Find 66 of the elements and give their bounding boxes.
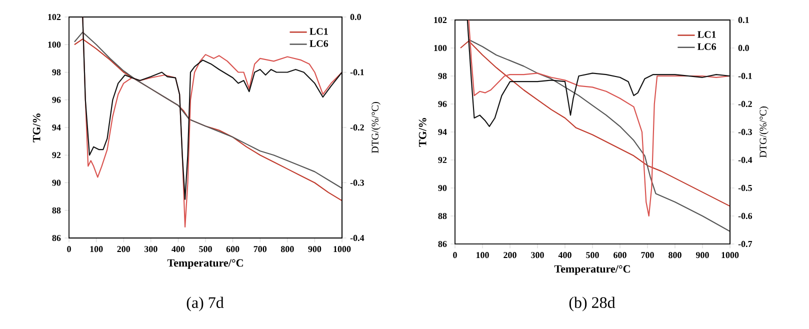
y2-tick-label: -0.4 xyxy=(350,234,364,242)
y2-tick-label: -0.1 xyxy=(738,72,752,80)
y-tick-label: 100 xyxy=(434,44,447,52)
y2-tick-label: -0.1 xyxy=(350,69,364,76)
y-tick-label: 90 xyxy=(438,184,447,192)
y-axis-title: TG/% xyxy=(32,114,40,142)
y2-tick-label: -0.2 xyxy=(350,124,364,131)
y-tick-label: 96 xyxy=(438,100,447,108)
legend-label: LC6 xyxy=(310,40,328,47)
x-tick-label: 500 xyxy=(199,246,212,252)
x-tick-label: 1000 xyxy=(722,252,739,258)
y-tick-label: 98 xyxy=(52,69,61,76)
text: (b) 28d xyxy=(569,296,616,312)
x-tick-label: 900 xyxy=(308,246,322,252)
x-tick-label: 400 xyxy=(172,246,185,252)
x-tick-label: 200 xyxy=(117,246,130,252)
y2-axis-title: DTG/(%/°C) xyxy=(371,102,380,154)
y-tick-label: 96 xyxy=(52,96,61,103)
y2-tick-label: -0.7 xyxy=(738,240,752,248)
x-tick-label: 300 xyxy=(531,252,544,258)
x-tick-label: 600 xyxy=(614,252,626,258)
y-tick-label: 88 xyxy=(52,207,61,214)
y-tick-label: 94 xyxy=(52,124,61,131)
x-tick-label: 800 xyxy=(280,246,294,252)
y-tick-label: 88 xyxy=(438,212,447,220)
y-tick-label: 100 xyxy=(48,42,61,48)
x-tick-label: 800 xyxy=(668,252,682,258)
x-tick-label: 200 xyxy=(504,252,516,258)
x-tick-label: 0 xyxy=(453,252,457,258)
x-tick-label: 100 xyxy=(476,252,489,258)
y2-axis-title: DTG/(%/°C) xyxy=(759,106,768,158)
x-tick-label: 600 xyxy=(226,246,240,252)
y-tick-label: 102 xyxy=(434,16,447,24)
legend-label: LC1 xyxy=(310,28,328,35)
x-tick-label: 300 xyxy=(144,246,158,252)
x-tick-label: 700 xyxy=(641,252,654,258)
x-axis-title: Temperature/°C xyxy=(167,259,243,269)
y2-tick-label: -0.3 xyxy=(738,128,752,136)
y-axis-title: TG/% xyxy=(418,118,426,147)
y2-tick-label: 0.0 xyxy=(350,14,361,20)
legend-label: LC1 xyxy=(698,31,716,38)
x-axis-title: Temperature/°C xyxy=(554,265,630,275)
x-tick-label: 700 xyxy=(254,246,267,252)
x-tick-label: 400 xyxy=(558,252,572,258)
y2-tick-label: 0.0 xyxy=(738,44,749,52)
y2-tick-label: -0.2 xyxy=(738,100,752,108)
y-tick-label: 86 xyxy=(438,240,447,248)
x-tick-label: 100 xyxy=(90,246,103,252)
x-tick-label: 1000 xyxy=(334,246,351,252)
y-tick-label: 90 xyxy=(52,180,61,186)
y2-tick-label: -0.4 xyxy=(738,156,752,164)
y2-tick-label: -0.3 xyxy=(350,180,364,186)
y-tick-label: 92 xyxy=(52,152,61,158)
text: (a) 7d xyxy=(186,296,224,312)
y-tick-label: 86 xyxy=(52,234,61,242)
x-tick-label: 0 xyxy=(67,246,71,252)
y-tick-label: 102 xyxy=(48,14,61,20)
legend-label: LC6 xyxy=(698,43,716,50)
y-tick-label: 94 xyxy=(438,128,447,136)
x-tick-label: 900 xyxy=(696,252,709,258)
y2-tick-label: 0.1 xyxy=(738,16,749,24)
y2-tick-label: -0.5 xyxy=(738,184,752,192)
y2-tick-label: -0.6 xyxy=(738,212,752,220)
y-tick-label: 98 xyxy=(438,72,447,80)
y-tick-label: 92 xyxy=(438,156,447,164)
x-tick-label: 500 xyxy=(586,252,599,258)
